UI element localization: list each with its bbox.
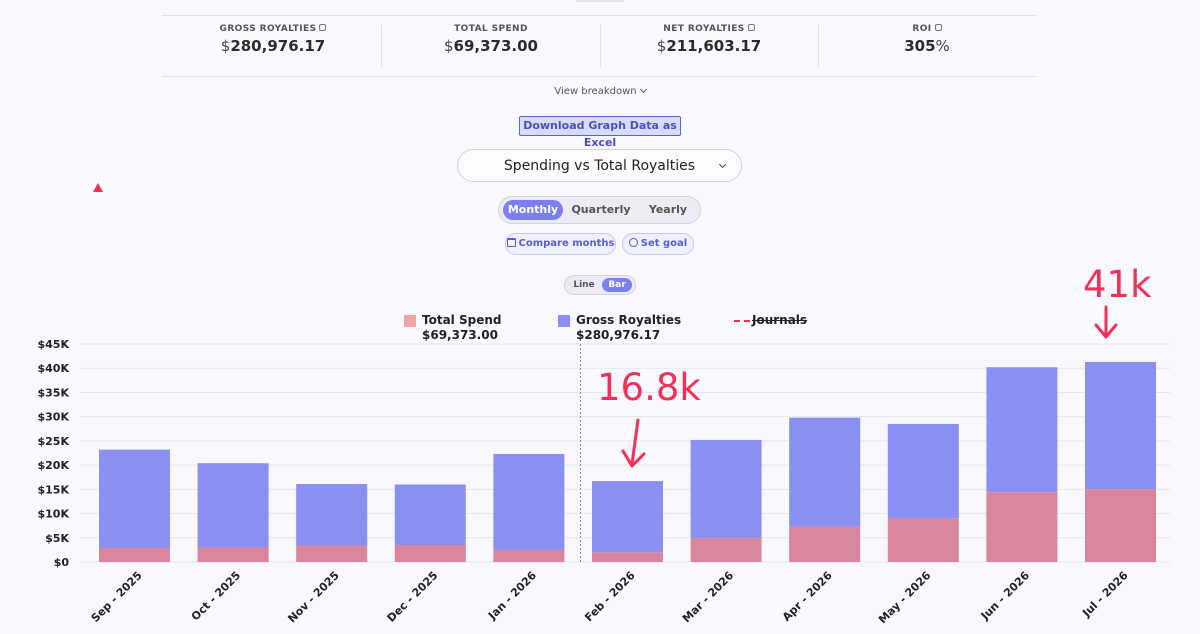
tab-monthly[interactable]: Monthly [503, 200, 563, 220]
legend-dash [734, 320, 750, 322]
y-tick-label: $5K [45, 532, 69, 545]
tab-quarterly[interactable]: Quarterly [571, 203, 631, 216]
legend-label: Gross Royalties [576, 313, 682, 327]
bar-gross-royalties [493, 453, 565, 550]
x-tick-label: Jul - 2026 [1079, 569, 1131, 621]
bar-total-spend [887, 518, 959, 562]
bar-gross-royalties [887, 423, 959, 519]
stat-value: $211,603.17 [656, 37, 762, 55]
stat-label: TOTAL SPEND [454, 24, 528, 34]
bar-total-spend [592, 552, 663, 562]
x-tick-label: Nov - 2025 [285, 569, 341, 625]
target-icon [628, 238, 638, 247]
divider [381, 25, 382, 67]
info-icon[interactable] [934, 24, 942, 31]
stat-label: NET ROYALTIES [600, 24, 818, 34]
chart-type-select-value: Spending vs Total Royalties [503, 158, 696, 174]
x-tick-label: Oct - 2025 [189, 569, 243, 623]
stat-total-spend: TOTAL SPEND $69,373.00 [382, 24, 600, 68]
x-tick-label: Jan - 2026 [485, 569, 539, 623]
info-icon[interactable] [319, 24, 327, 31]
arrow-down-icon [1094, 305, 1118, 339]
bar-gross-royalties [789, 417, 861, 527]
y-tick-label: $10K [38, 508, 70, 521]
annotation-label: 16.8k [597, 366, 701, 409]
x-tick-label: Sep - 2025 [89, 569, 145, 625]
divider [818, 25, 819, 67]
x-tick-label: Mar - 2026 [680, 569, 737, 626]
chart-style-toggle: Line Bar [564, 275, 636, 295]
view-breakdown-label[interactable]: View breakdown [554, 86, 637, 97]
top-tab-indicator [576, 0, 624, 2]
bar-total-spend [197, 547, 269, 562]
stat-roi: ROI 305% [818, 24, 1036, 68]
x-tick-label: Apr - 2026 [780, 569, 835, 624]
x-tick-label: Jun - 2026 [978, 569, 1032, 623]
calendar-icon [506, 238, 516, 247]
bar-chart: $0 $5K $10K $15K $20K $25K $30K $35K $40K $45K Sep… [38, 338, 1170, 627]
x-tick-label: Dec - 2025 [385, 569, 441, 625]
stat-net-royalties: NET ROYALTIES $211,603.17 [600, 24, 818, 68]
legend-label: Journals [752, 313, 808, 327]
stat-label: GROSS ROYALTIES [164, 24, 382, 34]
y-tick-label: $40K [38, 362, 70, 375]
bar-gross-royalties [1085, 361, 1156, 490]
period-tabs: Monthly Quarterly Yearly [498, 196, 701, 224]
bar-total-spend [394, 545, 466, 562]
y-tick-label: $20K [38, 459, 70, 472]
bar-total-spend [296, 545, 368, 562]
divider [600, 25, 601, 67]
download-excel-button[interactable]: Download Graph Data as Excel [519, 116, 681, 149]
arrow-down-icon [621, 418, 646, 468]
x-tick-label: Feb - 2026 [582, 569, 638, 625]
divider [162, 76, 1037, 77]
bar-total-spend [789, 526, 861, 562]
chart-type-select[interactable]: Spending vs Total Royalties [457, 149, 742, 182]
annotation-label: 41k [1083, 263, 1152, 306]
legend-swatch [404, 315, 416, 327]
bar-total-spend [493, 549, 565, 562]
x-tick-label: May - 2026 [876, 569, 934, 627]
bar-gross-royalties [986, 367, 1058, 493]
bar-gross-royalties [99, 449, 170, 548]
stat-value: $69,373.00 [443, 37, 538, 55]
compare-months-label: Compare months [518, 238, 615, 249]
bar-gross-royalties [296, 484, 368, 546]
legend-total: $280,976.17 [576, 328, 661, 342]
bar-total-spend [99, 547, 170, 562]
chevron-down-icon [639, 85, 647, 94]
bar-gross-royalties [394, 484, 466, 546]
stat-value: 305% [904, 37, 950, 55]
toggle-line[interactable]: Line [573, 280, 595, 290]
legend-label: Total Spend [422, 313, 502, 327]
y-tick-label: $15K [38, 483, 70, 496]
stat-gross-royalties: GROSS ROYALTIES $280,976.17 [164, 24, 382, 68]
bar-total-spend [1085, 489, 1156, 562]
info-icon[interactable] [747, 24, 755, 31]
set-goal-label: Set goal [640, 238, 688, 249]
bar-gross-royalties [197, 463, 269, 548]
legend-total: $69,373.00 [422, 328, 498, 342]
legend-swatch [558, 315, 570, 327]
y-tick-label: $30K [38, 411, 70, 424]
view-breakdown-toggle[interactable]: View breakdown [0, 85, 1200, 97]
tab-yearly[interactable]: Yearly [648, 203, 688, 216]
warning-icon [93, 183, 103, 192]
y-tick-label: $45K [38, 338, 70, 351]
divider [162, 15, 1037, 16]
bar-gross-royalties [690, 439, 762, 538]
stat-value: $280,976.17 [220, 37, 326, 55]
y-tick-label: $35K [38, 386, 70, 399]
set-goal-button[interactable]: Set goal [622, 233, 694, 255]
y-tick-label: $25K [38, 435, 70, 448]
y-tick-label: $0 [54, 556, 70, 569]
bar-total-spend [986, 492, 1058, 562]
compare-months-button[interactable]: Compare months [505, 233, 616, 255]
toggle-bar[interactable]: Bar [602, 278, 632, 292]
stat-label: ROI [818, 24, 1036, 34]
bar-gross-royalties [592, 481, 663, 553]
bar-total-spend [690, 537, 762, 562]
